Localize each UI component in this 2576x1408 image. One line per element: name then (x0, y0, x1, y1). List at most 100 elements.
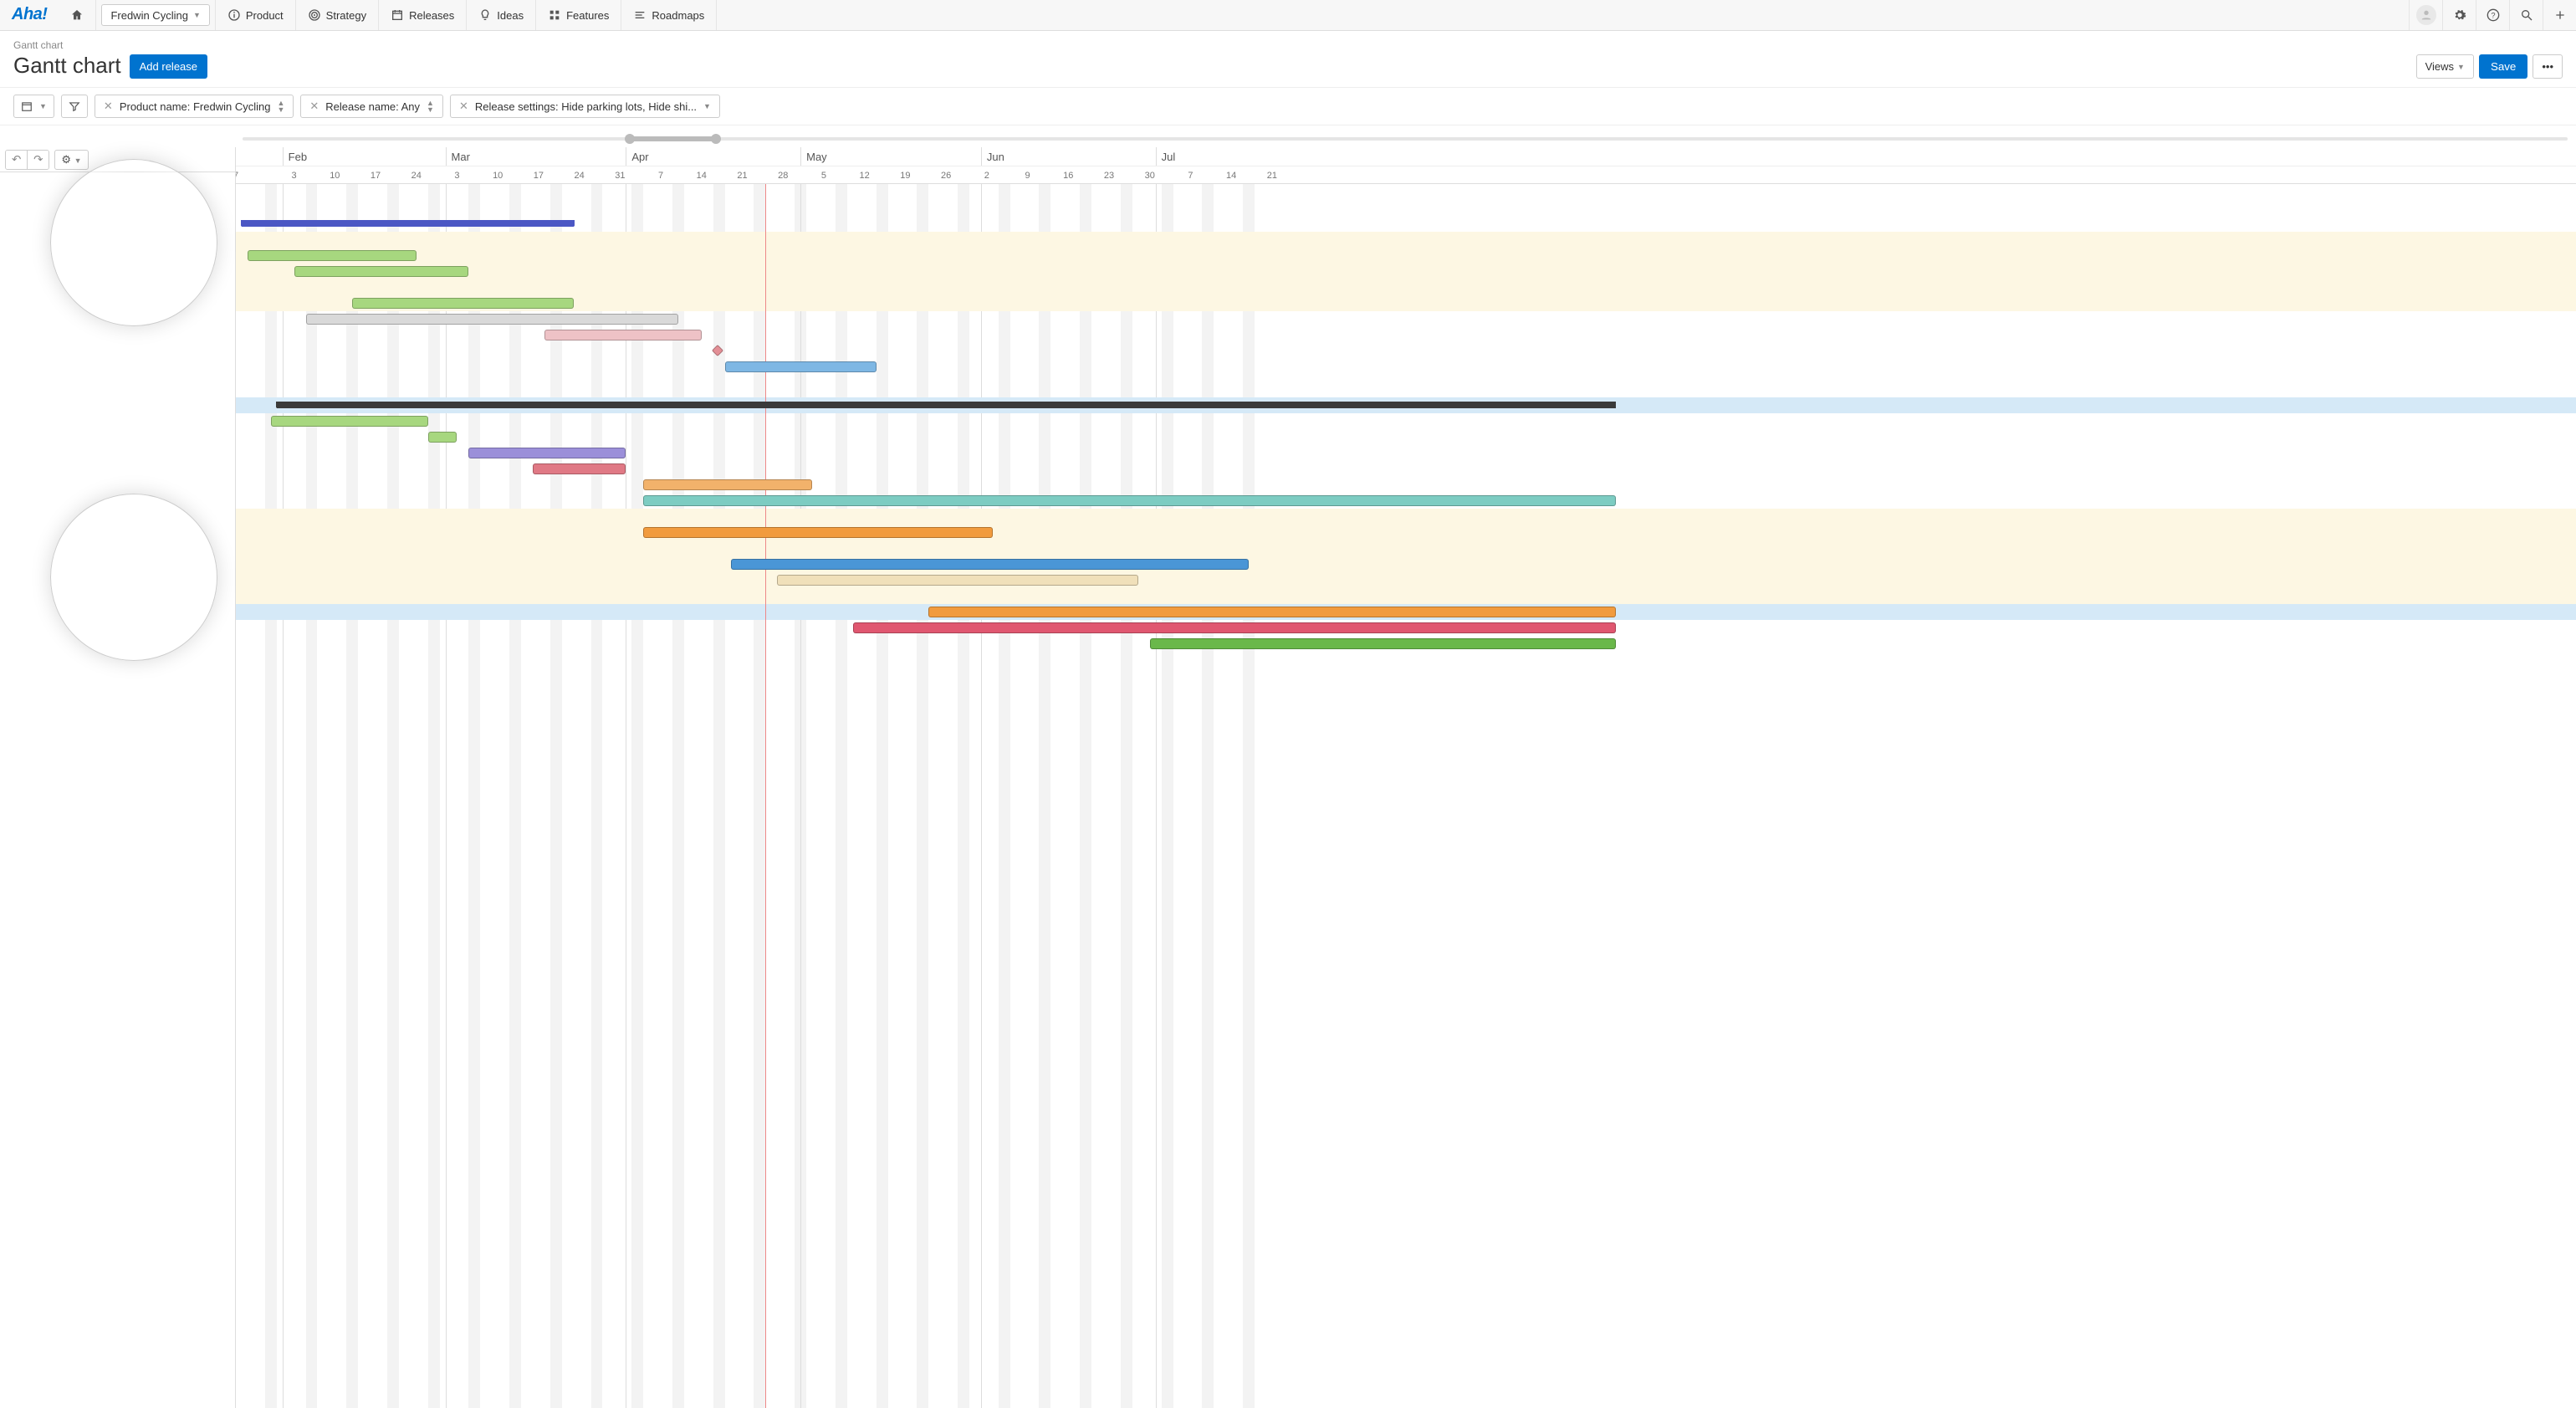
nav-product[interactable]: Product (215, 0, 296, 30)
task-row[interactable]: CYCL-E-13Social enhancements (0, 279, 2576, 295)
month-label: Apr (626, 147, 648, 166)
clear-filter-icon[interactable]: ✕ (309, 100, 319, 113)
gantt-bar[interactable] (277, 402, 1616, 408)
plus-icon (2553, 8, 2567, 22)
workspace-picker[interactable]: Fredwin Cycling ▼ (101, 4, 209, 26)
task-row[interactable]: ›PR, social, marketing activities (0, 636, 2576, 652)
filter-settings[interactable]: ✕ Release settings: Hide parking lots, H… (450, 95, 720, 118)
gantt-bar[interactable] (731, 559, 1249, 570)
grid-icon (548, 8, 561, 22)
task-row[interactable]: FRED-12Tour de California history (0, 248, 2576, 264)
task-row[interactable]: QA (0, 620, 2576, 636)
task-row[interactable]: ●Prioritize customer ideas (0, 429, 2576, 445)
brand-logo[interactable]: Aha! (0, 0, 59, 30)
date-picker-button[interactable]: ▼ (13, 95, 54, 118)
day-label: 5 (821, 166, 826, 185)
task-row[interactable]: CYCL-E-13Social enhancements (0, 540, 2576, 556)
views-dropdown[interactable]: Views ▼ (2416, 54, 2474, 79)
gantt-bar[interactable] (352, 298, 573, 309)
gantt-bar[interactable] (533, 463, 626, 474)
task-row[interactable]: Launch planning (0, 327, 2576, 343)
nav-releases[interactable]: Releases (379, 0, 467, 30)
task-row[interactable]: QA (0, 311, 2576, 327)
gantt-bar[interactable] (643, 495, 1615, 506)
nav-features[interactable]: Features (536, 0, 621, 30)
filter-release[interactable]: ✕ Release name: Any ▲▼ (300, 95, 443, 118)
task-row[interactable]: CYCL-E-6Enhanced location tracking (0, 232, 2576, 248)
calendar-icon (21, 100, 33, 112)
filter-product[interactable]: ✕ Product name: Fredwin Cycling ▲▼ (95, 95, 294, 118)
gantt-bar[interactable] (242, 220, 574, 227)
settings-button[interactable] (2442, 0, 2476, 30)
gantt-bar[interactable] (306, 314, 678, 325)
task-row[interactable]: ⌄Development (0, 493, 2576, 509)
timeline-scrubber[interactable] (0, 131, 2576, 147)
task-row[interactable]: Release date (0, 375, 2576, 391)
task-row[interactable]: ›PR, social, marketing activities (0, 359, 2576, 375)
task-row[interactable] (0, 391, 2576, 397)
nav-ideas[interactable]: Ideas (467, 0, 536, 30)
target-icon (308, 8, 321, 22)
filter-button[interactable] (61, 95, 88, 118)
sidebar-tools: ↶ ↷ ⚙ ▼ (0, 147, 235, 172)
svg-text:?: ? (2491, 11, 2495, 19)
gantt-bar[interactable] (777, 575, 1138, 586)
task-row[interactable]: ●Define included features (0, 184, 2576, 200)
redo-button[interactable]: ↷ (28, 151, 49, 169)
gantt-bar[interactable] (1150, 638, 1616, 649)
day-label: 24 (575, 166, 585, 185)
sort-icon: ▲▼ (277, 100, 284, 113)
task-row[interactable]: FRED-20Daily sponsor sweepstakes (0, 295, 2576, 311)
gantt-bar[interactable] (428, 432, 457, 443)
add-button[interactable] (2543, 0, 2576, 30)
task-row[interactable]: Design (0, 477, 2576, 493)
help-button[interactable]: ? (2476, 0, 2509, 30)
task-row[interactable]: FRED-17Tag friends on rides (0, 556, 2576, 572)
gantt-bar[interactable] (544, 330, 702, 340)
gantt-bar[interactable] (271, 416, 428, 427)
gantt-bar[interactable] (712, 345, 723, 356)
task-row[interactable]: FRED-5Track required maintenance (0, 604, 2576, 620)
gantt-bar[interactable] (643, 479, 812, 490)
task-row[interactable]: CYCL-E-6Enhanced location tracking (0, 588, 2576, 604)
month-label: Mar (446, 147, 470, 166)
home-nav[interactable] (59, 0, 96, 30)
gantt-bar[interactable] (853, 622, 1616, 633)
task-row[interactable]: ●Engineering requests (0, 445, 2576, 461)
gantt-bar[interactable] (248, 250, 417, 261)
release-row[interactable]: ⌄iOS v4.23 Release (0, 397, 2576, 413)
nav-roadmaps[interactable]: Roadmaps (621, 0, 717, 30)
clear-filter-icon[interactable]: ✕ (104, 100, 113, 113)
gantt-bar[interactable] (643, 527, 993, 538)
task-row[interactable]: Release date (0, 652, 2576, 668)
add-release-button[interactable]: Add release (130, 54, 207, 79)
task-row[interactable]: FRED-1Track my friends in real-time (0, 525, 2576, 540)
views-label: Views (2425, 60, 2454, 73)
nav-strategy[interactable]: Strategy (296, 0, 379, 30)
task-row[interactable]: ●Feature definition (0, 461, 2576, 477)
gantt-bar[interactable] (928, 607, 1615, 617)
gantt-bar[interactable] (725, 361, 877, 372)
task-row[interactable]: CYCL-E-6Enhanced location tracking (0, 509, 2576, 525)
task-row[interactable]: ⌄●Design and development (0, 216, 2576, 232)
gantt-settings-button[interactable]: ⚙ ▼ (54, 150, 88, 170)
gear-icon (2453, 8, 2466, 22)
save-button[interactable]: Save (2479, 54, 2527, 79)
task-row[interactable]: FRED-2Push based weather alerts (0, 572, 2576, 588)
task-row[interactable]: FRED-11Sponsor marketplace (0, 264, 2576, 279)
task-row[interactable]: ●Review release with product team (0, 200, 2576, 216)
day-label: 2 (984, 166, 989, 185)
task-row[interactable]: Sales team training (0, 343, 2576, 359)
nav-label: Ideas (497, 9, 524, 22)
clear-filter-icon[interactable]: ✕ (459, 100, 468, 113)
calendar-icon (391, 8, 404, 22)
gantt-bar[interactable] (468, 448, 626, 458)
month-label: May (800, 147, 827, 166)
search-button[interactable] (2509, 0, 2543, 30)
gantt-bar[interactable] (294, 266, 469, 277)
task-row[interactable]: ●Customer research (0, 413, 2576, 429)
user-avatar[interactable] (2409, 0, 2442, 30)
nav-label: Features (566, 9, 609, 22)
more-menu[interactable]: ••• (2533, 54, 2563, 79)
undo-button[interactable]: ↶ (6, 151, 28, 169)
